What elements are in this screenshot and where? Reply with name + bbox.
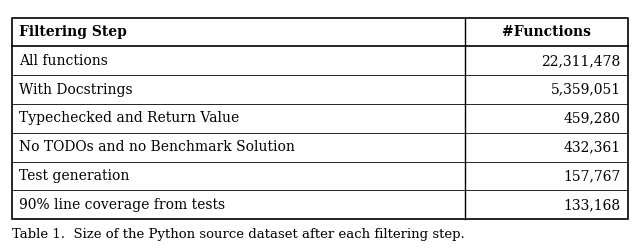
Text: All functions: All functions — [19, 54, 108, 68]
Text: Table 1.  Size of the Python source dataset after each filtering step.: Table 1. Size of the Python source datas… — [12, 228, 464, 241]
Text: With Docstrings: With Docstrings — [19, 83, 133, 97]
Text: Filtering Step: Filtering Step — [19, 25, 127, 39]
Text: Test generation: Test generation — [19, 169, 129, 183]
Text: 459,280: 459,280 — [564, 111, 621, 125]
Text: 22,311,478: 22,311,478 — [541, 54, 621, 68]
Text: #Functions: #Functions — [502, 25, 591, 39]
Text: Typechecked and Return Value: Typechecked and Return Value — [19, 111, 239, 125]
Text: 90% line coverage from tests: 90% line coverage from tests — [19, 198, 225, 212]
Text: 133,168: 133,168 — [564, 198, 621, 212]
Text: 157,767: 157,767 — [563, 169, 621, 183]
Text: 432,361: 432,361 — [564, 140, 621, 154]
Text: 5,359,051: 5,359,051 — [550, 83, 621, 97]
Text: No TODOs and no Benchmark Solution: No TODOs and no Benchmark Solution — [19, 140, 295, 154]
